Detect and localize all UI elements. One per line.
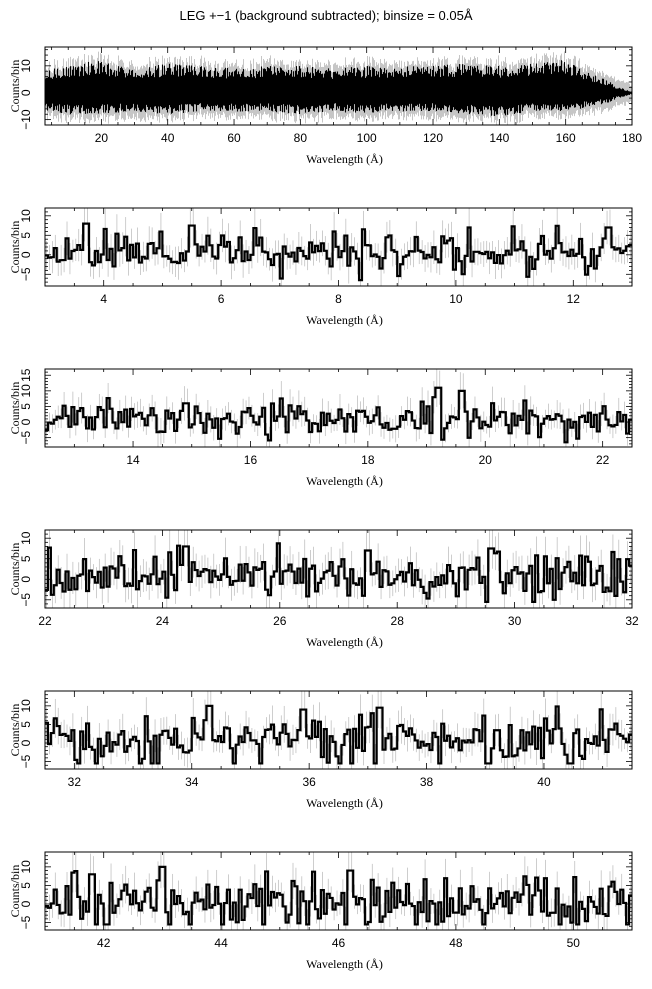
y-axis-label: Counts/bin	[8, 543, 22, 596]
x-axis-label: Wavelength (Å)	[306, 796, 383, 810]
y-axis-label: Counts/bin	[8, 60, 22, 113]
x-tick-label: 140	[489, 131, 509, 145]
y-tick-label: 0	[19, 739, 33, 746]
data-series	[45, 222, 632, 282]
x-axis-label: Wavelength (Å)	[306, 957, 383, 971]
y-tick-label: 10	[19, 531, 33, 545]
x-tick-label: 44	[214, 936, 228, 950]
panel-3: 14 16 18 20 22 −5 0 5 10 15 Wavelength (Å) Counts/b…	[8, 368, 633, 488]
plot-area	[45, 530, 632, 608]
x-tick-label: 100	[357, 131, 377, 145]
x-tick-label: 34	[185, 775, 199, 789]
x-tick-label: 46	[332, 936, 346, 950]
x-tick-label: 10	[449, 292, 463, 306]
y-tick-label: 5	[19, 403, 33, 410]
x-tick-label: 16	[244, 453, 258, 467]
x-tick-label: 6	[218, 292, 225, 306]
x-tick-label: 50	[567, 936, 581, 950]
y-tick-label: 5	[19, 721, 33, 728]
x-tick-label: 4	[100, 292, 107, 306]
x-tick-label: 80	[294, 131, 308, 145]
y-axis-label: Counts/bin	[8, 221, 22, 274]
y-tick-label: −10	[19, 109, 33, 130]
y-tick-label: 10	[19, 209, 33, 223]
panel-1: 20 40 60 80 100 120 140 160 180 −10 0 10 Wavelength …	[8, 46, 642, 166]
x-tick-label: 42	[97, 936, 111, 950]
y-tick-label: 0	[19, 89, 33, 96]
data-series	[45, 865, 632, 926]
x-axis-label: Wavelength (Å)	[306, 313, 383, 327]
x-tick-label: 36	[302, 775, 316, 789]
x-tick-label: 22	[596, 453, 610, 467]
x-axis-label: Wavelength (Å)	[306, 152, 383, 166]
x-tick-label: 32	[68, 775, 82, 789]
y-tick-label: 5	[19, 882, 33, 889]
x-tick-label: 26	[273, 614, 287, 628]
x-tick-label: 24	[156, 614, 170, 628]
y-tick-label: −5	[19, 267, 33, 281]
y-tick-label: −5	[19, 593, 33, 607]
y-tick-label: −5	[19, 430, 33, 444]
x-tick-label: 60	[227, 131, 241, 145]
y-axis-label: Counts/bin	[8, 704, 22, 757]
x-tick-label: 38	[420, 775, 434, 789]
y-tick-label: 5	[19, 555, 33, 562]
x-tick-label: 28	[391, 614, 405, 628]
y-tick-label: 10	[19, 59, 33, 73]
plot-area	[45, 852, 632, 930]
data-series	[45, 60, 632, 116]
figure-title: LEG +−1 (background subtracted); binsize…	[179, 8, 473, 23]
x-tick-label: 14	[126, 453, 140, 467]
x-tick-label: 40	[537, 775, 551, 789]
y-tick-label: 10	[19, 699, 33, 713]
x-tick-label: 40	[161, 131, 175, 145]
y-tick-label: 10	[19, 860, 33, 874]
panel-6: 42 44 46 48 50 −5 0 5 10 Wavelength (Å) Counts/bin	[8, 851, 633, 971]
data-series	[45, 704, 632, 765]
y-axis-label: Counts/bin	[8, 865, 22, 918]
plot-area	[45, 691, 632, 769]
y-tick-label: −5	[19, 915, 33, 929]
panel-4: 22 24 26 28 30 32 −5 0 5 10 Wavelength (Å) Counts/b…	[8, 529, 639, 649]
y-tick-label: −5	[19, 754, 33, 768]
data-series	[45, 386, 632, 444]
x-tick-label: 30	[508, 614, 522, 628]
x-tick-label: 48	[449, 936, 463, 950]
x-tick-label: 22	[38, 614, 52, 628]
x-tick-label: 12	[567, 292, 581, 306]
plot-area	[45, 51, 632, 125]
plot-area	[45, 208, 632, 286]
y-tick-label: 0	[19, 576, 33, 583]
x-tick-label: 120	[423, 131, 443, 145]
y-tick-label: 0	[19, 418, 33, 425]
plot-area	[45, 369, 632, 447]
x-tick-label: 8	[335, 292, 342, 306]
x-axis-label: Wavelength (Å)	[306, 635, 383, 649]
x-tick-label: 20	[95, 131, 109, 145]
y-tick-label: 10	[19, 384, 33, 398]
x-axis-label: Wavelength (Å)	[306, 474, 383, 488]
y-tick-label: 15	[19, 368, 33, 382]
y-axis-label: Counts/bin	[8, 382, 22, 435]
x-tick-label: 180	[622, 131, 642, 145]
y-tick-label: 0	[19, 251, 33, 258]
plot-frame	[44, 46, 633, 126]
data-series	[45, 542, 632, 603]
panel-2: 4 6 8 10 12 −5 0 5 10 Wavelength (Å) Counts/bin	[8, 207, 633, 327]
y-tick-label: 5	[19, 232, 33, 239]
x-tick-label: 20	[479, 453, 493, 467]
x-tick-label: 32	[625, 614, 639, 628]
x-tick-label: 18	[361, 453, 375, 467]
x-tick-label: 160	[556, 131, 576, 145]
y-tick-label: 0	[19, 900, 33, 907]
panel-5: 32 34 36 38 40 −5 0 5 10 Wavelength (Å) Counts/bin	[8, 690, 633, 810]
